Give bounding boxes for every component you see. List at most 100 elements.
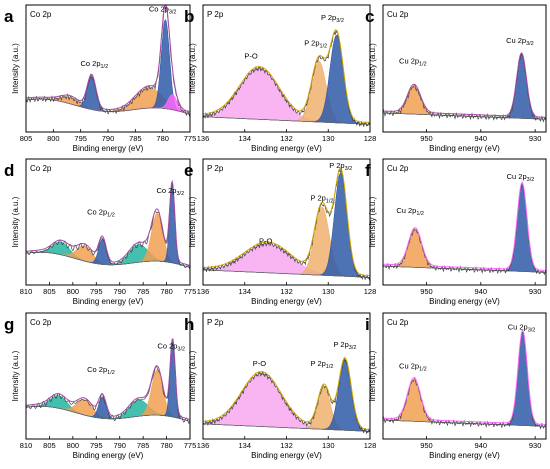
peak-label: Cu 2p1/2: [399, 56, 427, 67]
x-axis-title: Binding energy (eV): [73, 451, 144, 460]
panel-letter: f: [365, 161, 371, 180]
x-tick-label: 780: [160, 441, 173, 450]
y-axis-title: Intensity (a.u.): [11, 43, 20, 94]
plot-area: [26, 5, 190, 117]
x-tick-label: 130: [322, 287, 335, 296]
peak-label: Cu 2p3/2: [508, 322, 536, 333]
x-tick-label: 810: [20, 441, 33, 450]
x-tick-label: 130: [322, 441, 335, 450]
plot-area: [26, 179, 190, 270]
peak-label: P-O: [253, 359, 267, 368]
peak-label: P 2p1/2: [304, 39, 327, 50]
plot-area: [383, 181, 546, 275]
fit-envelope: [203, 357, 370, 430]
x-axis-title: Binding energy (eV): [73, 144, 144, 153]
panel-title: Cu 2p: [387, 318, 409, 327]
x-tick-label: 790: [102, 134, 115, 143]
panel-letter: c: [365, 7, 374, 26]
y-axis-title: Intensity (a.u.): [188, 196, 197, 247]
x-tick-label: 800: [47, 134, 60, 143]
raw-data-line: [203, 30, 370, 127]
x-tick-label: 136: [197, 134, 210, 143]
x-tick-label: 132: [280, 441, 293, 450]
panel-frame: [25, 158, 191, 286]
x-tick-label: 810: [20, 287, 33, 296]
peak-label: Co 2p1/2: [87, 207, 115, 218]
x-tick-label: 805: [20, 134, 33, 143]
fit-envelope: [203, 29, 370, 123]
panel-a: 805 800 795 790 785 780 775 Binding energy (eV)…: [4, 4, 196, 153]
y-axis-title: Intensity (a.u.): [11, 196, 20, 247]
panel-title: P 2p: [207, 164, 224, 173]
peak-label: Co 2p1/2: [80, 59, 108, 70]
panel-title: Co 2p: [30, 318, 52, 327]
plot-area: [203, 167, 370, 281]
panel-title: Cu 2p: [387, 164, 409, 173]
x-axis-title: Binding energy (eV): [73, 297, 144, 306]
x-tick-label: 940: [475, 287, 488, 296]
x-tick-label: 805: [43, 287, 56, 296]
peak-label: P 2p1/2: [311, 359, 334, 370]
panel-f: 950 940 930 Binding energy (eV) Intensity (a…: [365, 158, 547, 306]
x-tick-label: 800: [67, 287, 80, 296]
x-tick-label: 128: [364, 134, 377, 143]
y-axis-title: Intensity (a.u.): [11, 350, 20, 401]
panel-h: 136 134 132 130 128 Binding energy (eV) Intens…: [184, 312, 377, 460]
x-tick-label: 775: [184, 441, 197, 450]
peak-label: P-O: [244, 51, 258, 60]
peak-label: Cu 2p3/2: [507, 172, 535, 183]
x-tick-label: 134: [238, 287, 251, 296]
x-tick-label: 775: [184, 134, 197, 143]
panel-frame: [25, 312, 191, 440]
panel-title: Cu 2p: [387, 10, 409, 19]
panel-letter: d: [4, 161, 14, 180]
peak-label: P 2p1/2: [311, 194, 334, 205]
fit-envelope: [26, 338, 190, 420]
panel-c: 950 940 930 Binding energy (eV) Intensity (a…: [365, 4, 547, 153]
plot-area: [203, 357, 370, 435]
y-axis-title: Intensity (a.u.): [368, 43, 377, 94]
x-tick-label: 950: [420, 441, 433, 450]
peak-label: P 2p3/2: [329, 161, 352, 172]
panel-g: 810 805 800 795 790 785 780 775 Binding energy (…: [4, 312, 197, 460]
background-line: [203, 116, 370, 125]
raw-data-line: [203, 357, 370, 435]
x-tick-label: 132: [280, 134, 293, 143]
panel-d: 810 805 800 795 790 785 780 775 Binding energy (…: [4, 158, 196, 306]
x-tick-label: 790: [113, 287, 126, 296]
x-tick-label: 950: [420, 134, 433, 143]
x-tick-label: 128: [364, 441, 377, 450]
x-tick-label: 940: [475, 441, 488, 450]
panel-letter: b: [184, 7, 194, 26]
fit-envelope: [383, 181, 546, 271]
peak-label: P 2p3/2: [333, 340, 356, 351]
panel-frame: [382, 4, 547, 133]
background-line: [383, 112, 546, 120]
x-tick-label: 795: [90, 441, 103, 450]
panel-title: Co 2p: [30, 10, 52, 19]
peak-label: P-O: [259, 236, 273, 245]
peak-label: Cu 2p1/2: [396, 206, 424, 217]
peak-label: Co 2p3/2: [149, 4, 177, 15]
background-line: [26, 252, 190, 268]
x-axis-title: Binding energy (eV): [429, 451, 500, 460]
peak-label: P 2p3/2: [321, 13, 344, 24]
x-tick-label: 130: [322, 134, 335, 143]
x-axis-title: Binding energy (eV): [251, 144, 322, 153]
panel-title: Co 2p: [30, 164, 52, 173]
x-tick-label: 950: [420, 287, 433, 296]
x-tick-label: 785: [137, 441, 150, 450]
background-line: [383, 419, 546, 427]
x-tick-label: 785: [129, 134, 142, 143]
x-tick-label: 940: [475, 134, 488, 143]
panel-frame: [382, 158, 547, 286]
x-tick-label: 780: [156, 134, 169, 143]
panel-title: P 2p: [207, 10, 224, 19]
panel-b: 136 134 132 130 128 Binding energy (eV) Intens…: [184, 4, 377, 153]
y-axis-title: Intensity (a.u.): [188, 43, 197, 94]
peak-label: Cu 2p3/2: [506, 36, 534, 47]
peak-label: Co 2p3/2: [157, 341, 185, 352]
panel-e: 136 134 132 130 128 Binding energy (eV) Intens…: [184, 158, 376, 306]
background-line: [203, 269, 370, 278]
